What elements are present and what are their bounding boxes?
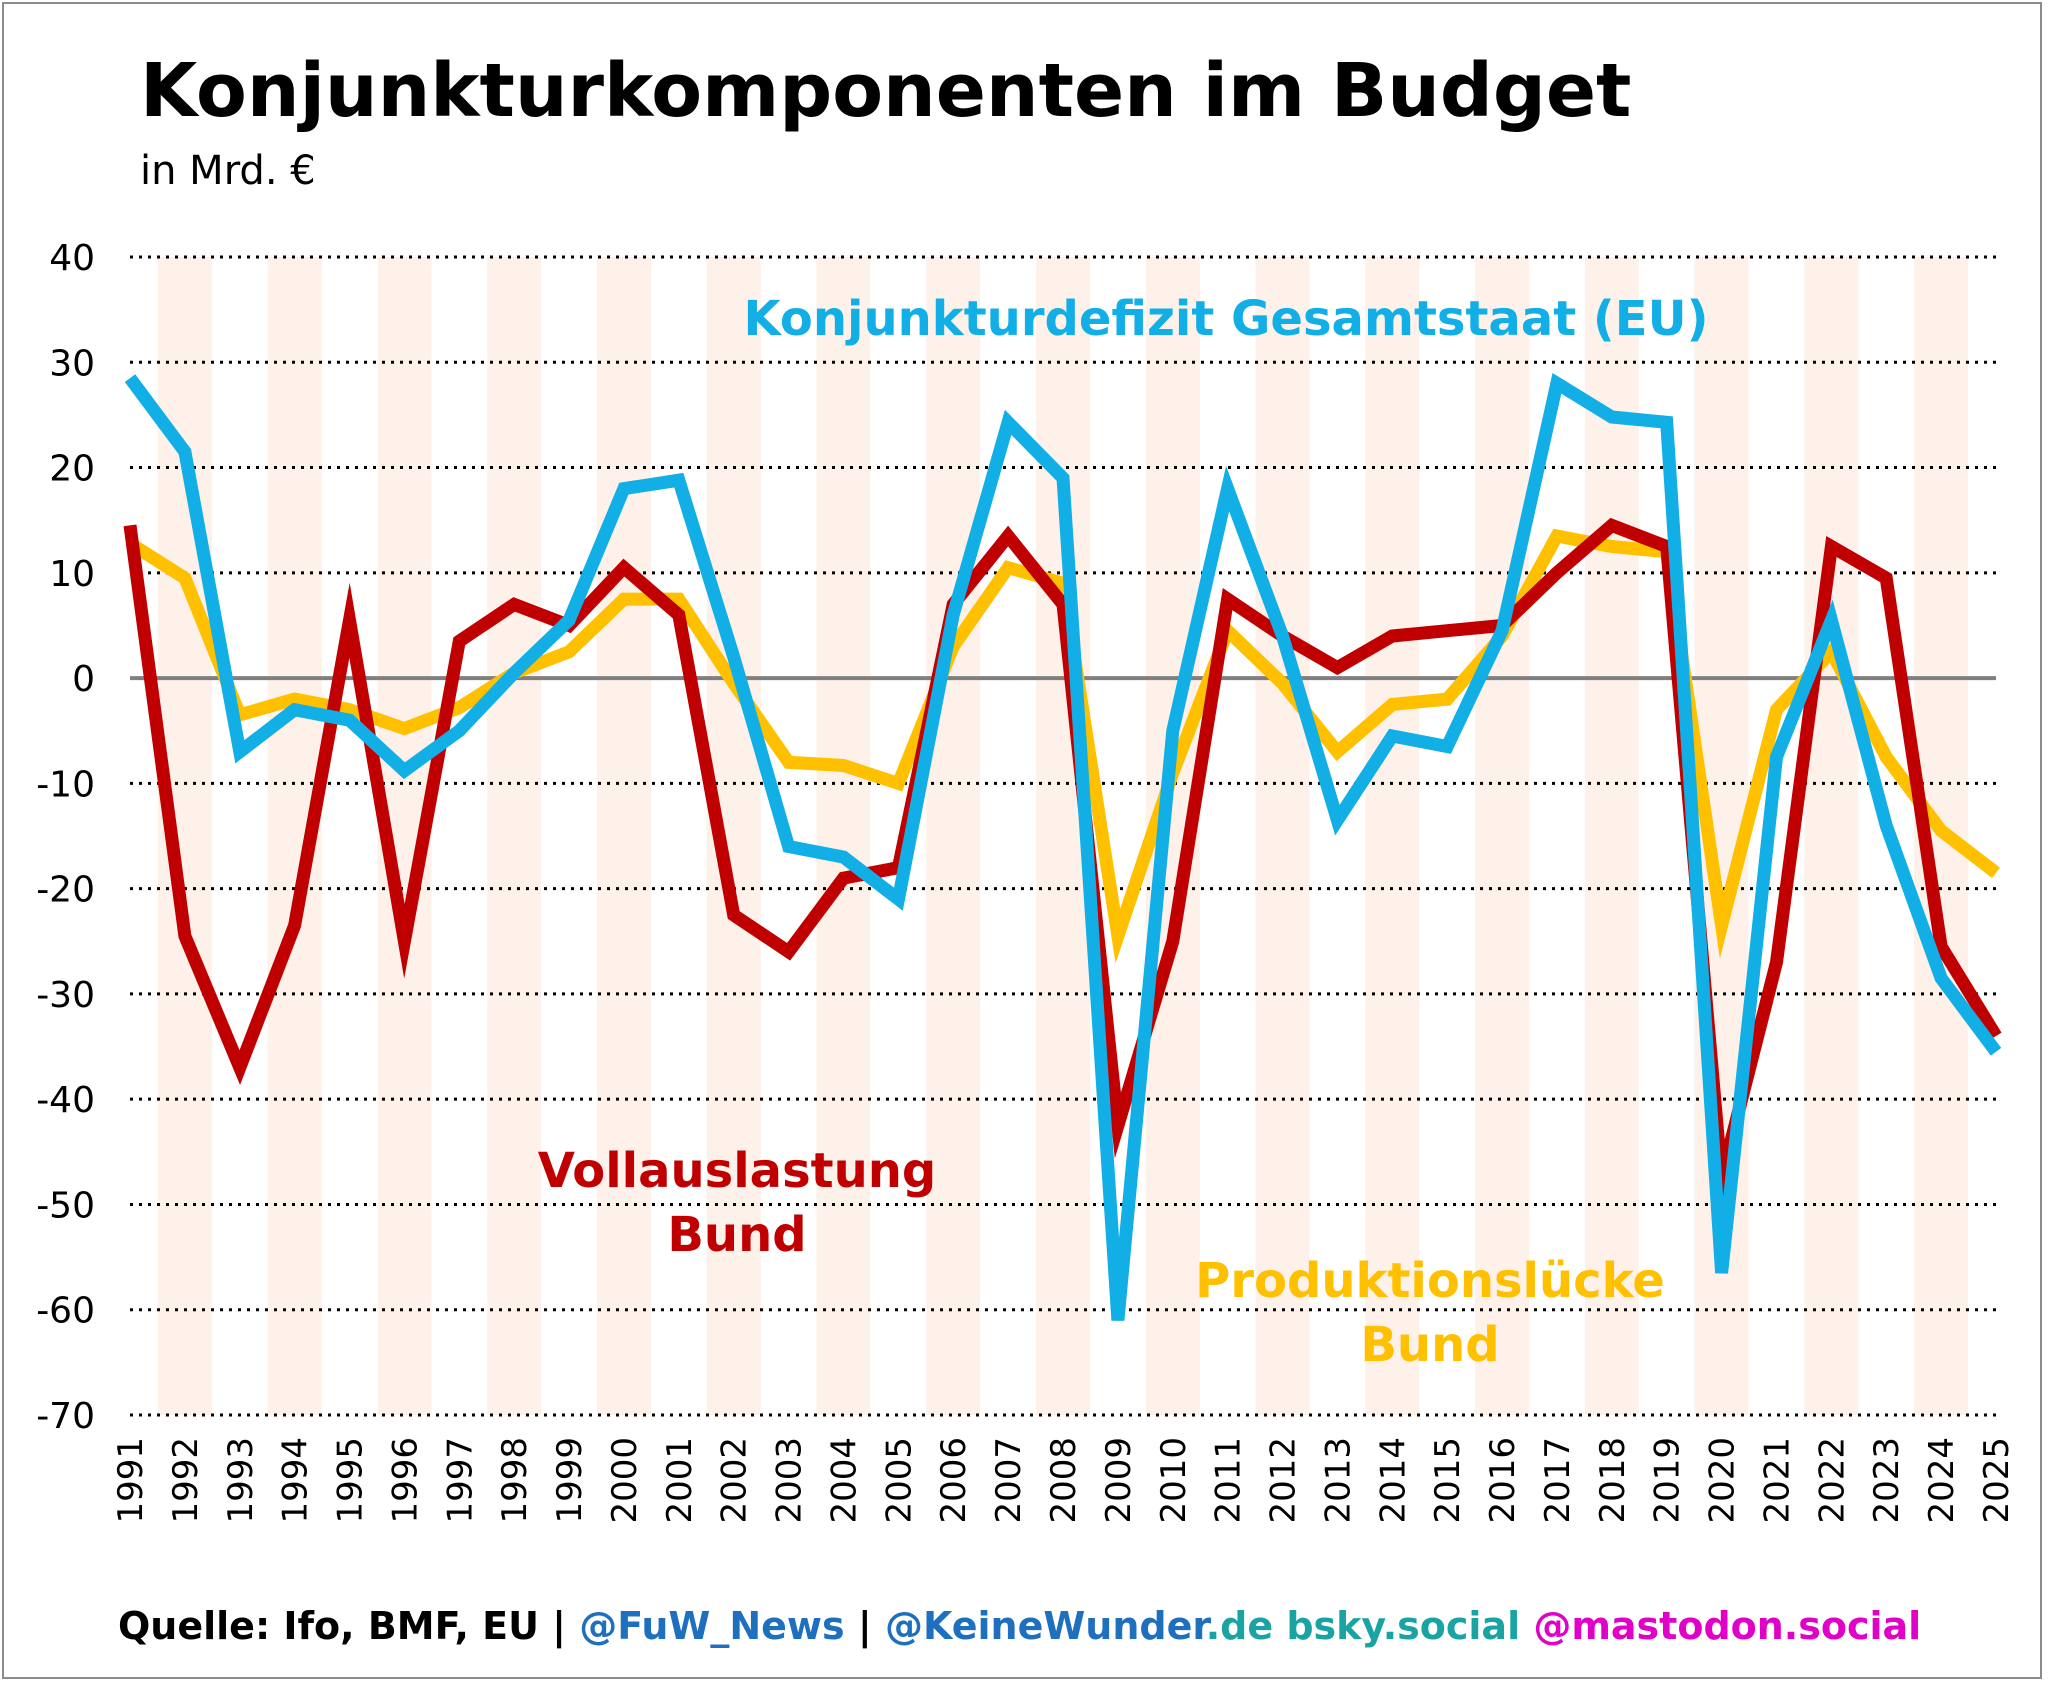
- x-tick-label: 1995: [331, 1437, 371, 1524]
- x-tick-label: 2018: [1593, 1437, 1633, 1524]
- x-tick-label: 2013: [1318, 1437, 1358, 1524]
- y-tick-label: -50: [36, 1185, 95, 1226]
- year-band: [926, 257, 981, 1415]
- year-band: [1365, 257, 1420, 1415]
- y-tick-label: 0: [72, 659, 95, 700]
- x-tick-label: 2008: [1044, 1437, 1084, 1524]
- x-tick-label: 2023: [1867, 1437, 1907, 1524]
- mastodon-link[interactable]: @mastodon.social: [1520, 1604, 1922, 1648]
- y-tick-label: 10: [49, 554, 95, 595]
- y-tick-label: 40: [49, 238, 95, 279]
- year-band: [487, 257, 542, 1415]
- x-tick-label: 2022: [1812, 1437, 1852, 1524]
- y-axis-ticks: 40 30 20 10 0 -10 -20 -30 -40 -50 -60 -70: [36, 238, 95, 1437]
- series-label: Konjunkturdefizit Gesamtstaat (EU): [743, 291, 1708, 347]
- x-tick-label: 2015: [1428, 1437, 1468, 1524]
- x-tick-label: 2021: [1757, 1437, 1797, 1524]
- x-tick-label: 1991: [111, 1437, 151, 1524]
- bsky-link[interactable]: bsky.social: [1273, 1604, 1521, 1648]
- year-band: [1255, 257, 1310, 1415]
- year-band: [1475, 257, 1530, 1415]
- x-tick-label: 1997: [440, 1437, 480, 1524]
- y-tick-label: -40: [36, 1080, 95, 1121]
- x-tick-label: 1998: [495, 1437, 535, 1524]
- y-tick-label: -60: [36, 1291, 95, 1332]
- x-tick-label: 1992: [166, 1437, 206, 1524]
- x-tick-label: 2006: [934, 1437, 974, 1524]
- chart-subtitle: in Mrd. €: [140, 148, 316, 194]
- x-tick-label: 1999: [550, 1437, 590, 1524]
- x-tick-label: 2020: [1703, 1437, 1743, 1524]
- x-tick-label: 2000: [605, 1437, 645, 1524]
- year-band: [816, 257, 871, 1415]
- y-tick-label: -20: [36, 870, 95, 911]
- x-tick-label: 2010: [1154, 1437, 1194, 1524]
- x-tick-label: 1994: [276, 1437, 316, 1524]
- y-tick-label: 30: [49, 343, 95, 384]
- x-tick-label: 2019: [1648, 1437, 1688, 1524]
- series-line: [124, 372, 2002, 1321]
- x-tick-label: 2012: [1264, 1437, 1304, 1524]
- x-tick-label: 2025: [1977, 1437, 2017, 1524]
- x-tick-label: 2004: [824, 1437, 864, 1524]
- x-axis-ticks: 1991 1992 1993 1994 1995 1996 1997 1998 1999 2000…: [111, 1437, 2017, 1524]
- source-text: Quelle: Ifo, BMF, EU |: [118, 1604, 580, 1648]
- x-tick-label: 2002: [715, 1437, 755, 1524]
- series-labels: Produktionslücke Bund Vollauslastung Bund Ko…: [538, 291, 1709, 1373]
- x-tick-label: 2017: [1538, 1437, 1578, 1524]
- x-tick-label: 1996: [385, 1437, 425, 1524]
- x-tick-label: 2001: [660, 1437, 700, 1524]
- x-tick-label: 2009: [1099, 1437, 1139, 1524]
- keinewunder-link[interactable]: @KeineWunder: [884, 1604, 1206, 1648]
- y-tick-label: 20: [49, 449, 95, 490]
- year-band: [1584, 257, 1639, 1415]
- y-tick-label: -10: [36, 764, 95, 805]
- year-band: [596, 257, 651, 1415]
- x-tick-label: 2014: [1373, 1437, 1413, 1524]
- footer-separator: |: [844, 1604, 885, 1648]
- x-tick-label: 2003: [770, 1437, 810, 1524]
- x-tick-label: 2016: [1483, 1437, 1523, 1524]
- year-band: [1804, 257, 1859, 1415]
- chart-title: Konjunkturkomponenten im Budget: [140, 48, 1632, 134]
- x-tick-label: 2024: [1922, 1437, 1962, 1524]
- series-label: Bund: [667, 1207, 806, 1263]
- series-lines: [123, 372, 2002, 1321]
- x-tick-label: 1993: [221, 1437, 261, 1524]
- series-label: Bund: [1360, 1317, 1499, 1373]
- domain-text: .de: [1205, 1604, 1274, 1648]
- series-label: Produktionslücke: [1195, 1253, 1665, 1309]
- y-tick-label: -30: [36, 975, 95, 1016]
- x-tick-label: 2007: [989, 1437, 1029, 1524]
- x-tick-label: 2005: [879, 1437, 919, 1524]
- y-tick-label: -70: [36, 1396, 95, 1437]
- fuw-news-link[interactable]: @FuW_News: [579, 1604, 845, 1648]
- series-label: Vollauslastung: [538, 1143, 937, 1199]
- x-tick-label: 2011: [1209, 1437, 1249, 1524]
- source-footer: Quelle: Ifo, BMF, EU | @FuW_News | @Kein…: [118, 1604, 1921, 1648]
